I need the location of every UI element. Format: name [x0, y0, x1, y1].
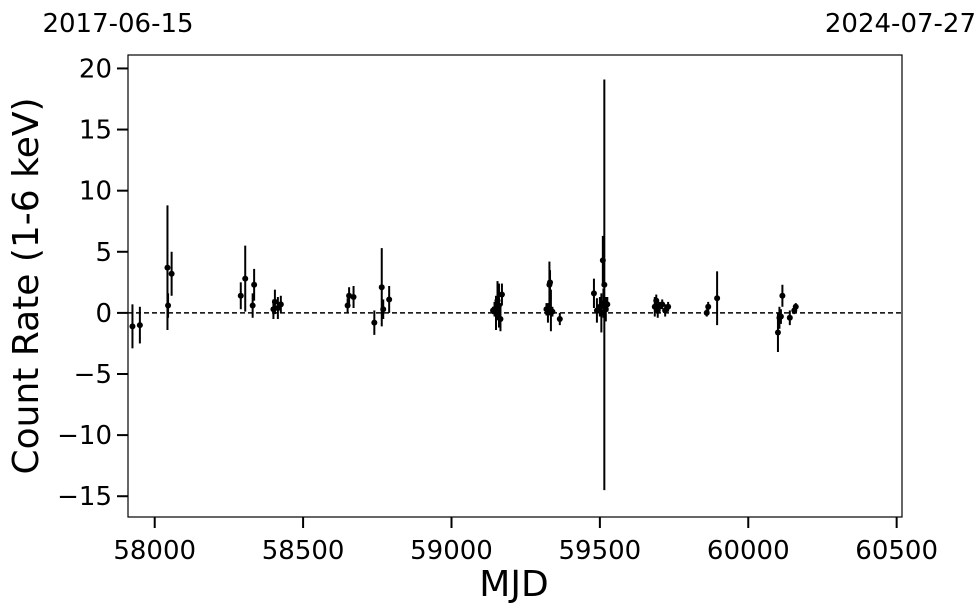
data-point: [547, 279, 554, 286]
data-point: [777, 313, 784, 320]
data-point: [164, 264, 171, 271]
data-point: [705, 303, 712, 310]
y-tick-label: −15: [57, 482, 112, 512]
data-point: [497, 316, 504, 322]
data-point: [168, 270, 175, 277]
data-point: [371, 319, 378, 326]
data-point: [714, 295, 721, 302]
y-axis-label: Count Rate (1-6 keV): [6, 97, 47, 474]
data-point: [380, 306, 387, 313]
data-point: [378, 284, 385, 291]
data-point: [665, 303, 672, 310]
data-point: [549, 308, 556, 315]
data-point: [237, 292, 244, 299]
data-point: [786, 314, 793, 321]
data-point: [136, 322, 143, 329]
data-point: [271, 298, 278, 305]
data-point: [165, 302, 172, 309]
data-point: [653, 297, 660, 304]
data-point: [249, 302, 256, 309]
data-point: [774, 329, 781, 336]
data-point: [659, 301, 666, 308]
y-tick-label: 5: [95, 238, 112, 268]
y-tick-label: 20: [79, 54, 112, 84]
x-tick-label: 59500: [559, 536, 642, 566]
data-point: [242, 275, 249, 282]
y-tick-label: −10: [57, 421, 112, 451]
data-point: [498, 291, 505, 298]
top-date-label: 2024-07-27: [825, 9, 976, 39]
data-point: [601, 281, 608, 288]
data-point: [350, 294, 357, 300]
x-axis-label: MJD: [479, 564, 548, 605]
data-point: [277, 301, 284, 308]
data-point: [386, 296, 393, 303]
data-point: [129, 323, 136, 330]
x-tick-label: 58000: [113, 536, 196, 566]
y-tick-label: 15: [79, 116, 112, 146]
y-tick-label: 10: [79, 177, 112, 207]
data-point: [590, 290, 597, 297]
x-tick-label: 58500: [262, 536, 345, 566]
top-date-label: 2017-06-15: [42, 9, 193, 39]
y-tick-label: 0: [95, 299, 112, 329]
data-point: [604, 301, 611, 308]
x-tick-label: 60000: [707, 536, 790, 566]
x-tick-label: 60500: [855, 536, 938, 566]
data-point: [792, 303, 799, 310]
plot-frame: [127, 54, 903, 518]
data-point: [251, 281, 258, 288]
data-point: [779, 292, 786, 299]
data-point: [556, 316, 563, 322]
x-tick-label: 59000: [410, 536, 493, 566]
y-tick-label: −5: [74, 360, 112, 390]
